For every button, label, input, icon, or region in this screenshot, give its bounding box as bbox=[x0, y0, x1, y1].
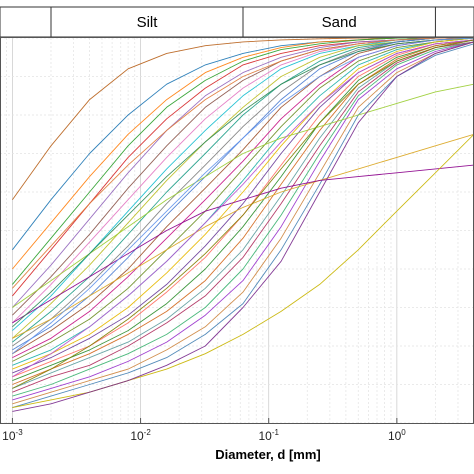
series-line-33 bbox=[12, 41, 474, 412]
series-line-24 bbox=[12, 41, 474, 393]
series-lines bbox=[12, 37, 474, 412]
series-line-37 bbox=[12, 39, 474, 378]
x-axis-label: Diameter, d [mm] bbox=[215, 447, 320, 462]
size-class-band: Silt Sand bbox=[0, 6, 474, 38]
series-line-14 bbox=[12, 37, 474, 355]
series-line-30 bbox=[12, 164, 474, 324]
series-line-19 bbox=[12, 39, 474, 374]
size-class-label: Silt bbox=[137, 14, 159, 31]
series-line-16 bbox=[12, 37, 474, 362]
series-line-6 bbox=[12, 37, 474, 308]
series-line-38 bbox=[12, 39, 474, 389]
x-tick-label: 10-3 bbox=[2, 428, 23, 443]
series-line-25 bbox=[12, 41, 474, 397]
series-line-34 bbox=[12, 37, 474, 289]
series-line-26 bbox=[12, 41, 474, 401]
series-line-31 bbox=[12, 83, 474, 308]
series-line-29 bbox=[12, 133, 474, 339]
series-line-32 bbox=[12, 133, 474, 409]
series-line-18 bbox=[12, 37, 474, 370]
x-tick-label: 100 bbox=[388, 428, 406, 443]
series-line-20 bbox=[12, 39, 474, 378]
series-line-27 bbox=[12, 41, 474, 405]
series-line-10 bbox=[12, 37, 474, 339]
series-line-35 bbox=[12, 37, 474, 328]
series-line-1 bbox=[12, 37, 474, 200]
x-axis-ticks: 10-3 10-2 10-1 100 bbox=[2, 418, 406, 443]
x-tick-label: 10-1 bbox=[258, 428, 279, 443]
size-class-band-frame bbox=[0, 6, 474, 38]
size-class-label: Sand bbox=[322, 14, 357, 31]
x-tick-label: 10-2 bbox=[130, 428, 151, 443]
series-line-11 bbox=[12, 37, 474, 343]
series-line-36 bbox=[12, 37, 474, 355]
series-line-2 bbox=[12, 37, 474, 251]
series-line-22 bbox=[12, 39, 474, 385]
series-line-21 bbox=[12, 39, 474, 382]
